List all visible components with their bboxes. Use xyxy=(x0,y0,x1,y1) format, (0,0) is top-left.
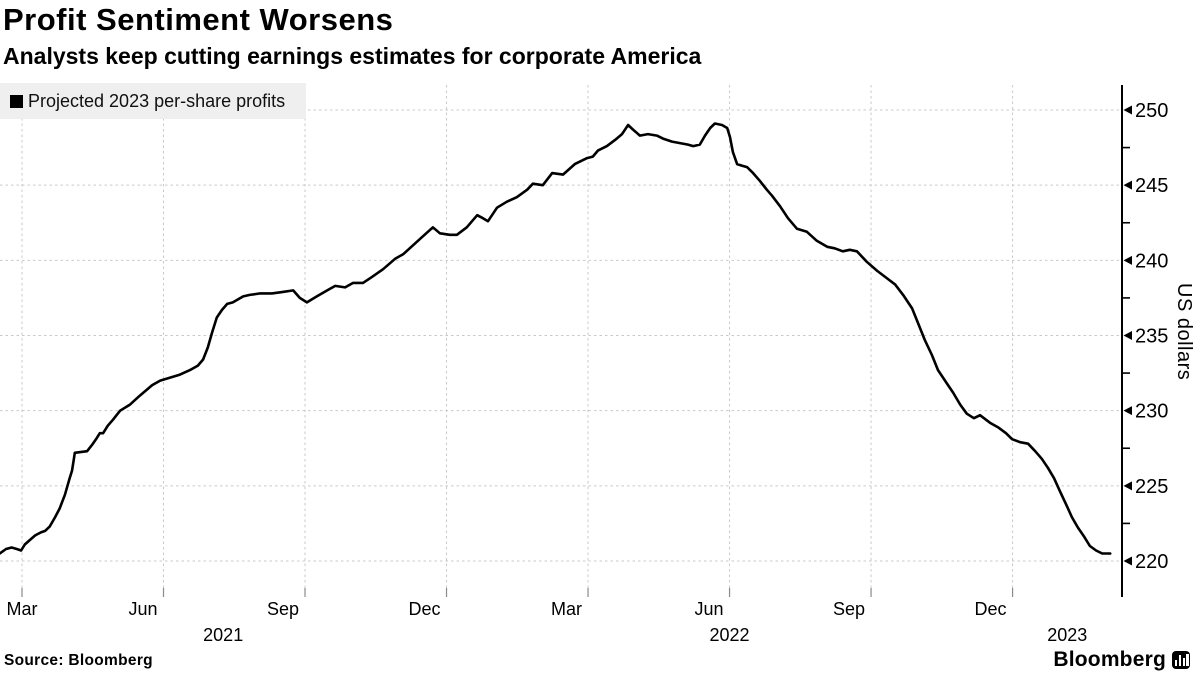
y-tick-arrow-icon xyxy=(1123,406,1132,416)
x-year-label: 2023 xyxy=(1047,625,1087,645)
x-month-label: Mar xyxy=(7,599,38,619)
legend-swatch-icon xyxy=(10,94,23,108)
x-month-label: Mar xyxy=(551,599,582,619)
y-tick-arrow-icon xyxy=(1123,481,1132,491)
y-tick-arrow-icon xyxy=(1123,330,1132,340)
y-axis-title: US dollars xyxy=(1173,283,1195,381)
source-note: Source: Bloomberg xyxy=(4,652,153,669)
page-title: Profit Sentiment Worsens xyxy=(3,2,394,37)
y-tick-arrow-icon xyxy=(1123,180,1132,190)
y-tick-label: 225 xyxy=(1135,476,1168,498)
x-month-label: Jun xyxy=(128,599,157,619)
y-tick-label: 240 xyxy=(1135,250,1168,272)
y-tick-label: 250 xyxy=(1135,100,1168,122)
x-month-label: Sep xyxy=(267,599,299,619)
y-tick-arrow-icon xyxy=(1123,105,1132,115)
x-year-label: 2021 xyxy=(203,625,243,645)
page-subtitle: Analysts keep cutting earnings estimates… xyxy=(3,43,702,69)
x-month-label: Dec xyxy=(409,599,441,619)
series-line xyxy=(0,122,1112,555)
y-tick-label: 220 xyxy=(1135,551,1168,573)
y-tick-arrow-icon xyxy=(1123,556,1132,566)
bloomberg-wordmark: Bloomberg xyxy=(1053,648,1166,671)
y-tick-label: 230 xyxy=(1135,401,1168,423)
x-month-label: Jun xyxy=(695,599,724,619)
bloomberg-logo: Bloomberg xyxy=(1053,648,1190,672)
legend-label: Projected 2023 per-share profits xyxy=(28,90,286,111)
x-month-label: Dec xyxy=(975,599,1007,619)
y-tick-arrow-icon xyxy=(1123,255,1132,265)
y-tick-label: 235 xyxy=(1135,325,1168,347)
x-month-label: Sep xyxy=(833,599,865,619)
legend: Projected 2023 per-share profits xyxy=(0,83,306,119)
x-year-label: 2022 xyxy=(710,625,750,645)
y-tick-label: 245 xyxy=(1135,175,1168,197)
bloomberg-bars-icon xyxy=(1172,651,1190,669)
